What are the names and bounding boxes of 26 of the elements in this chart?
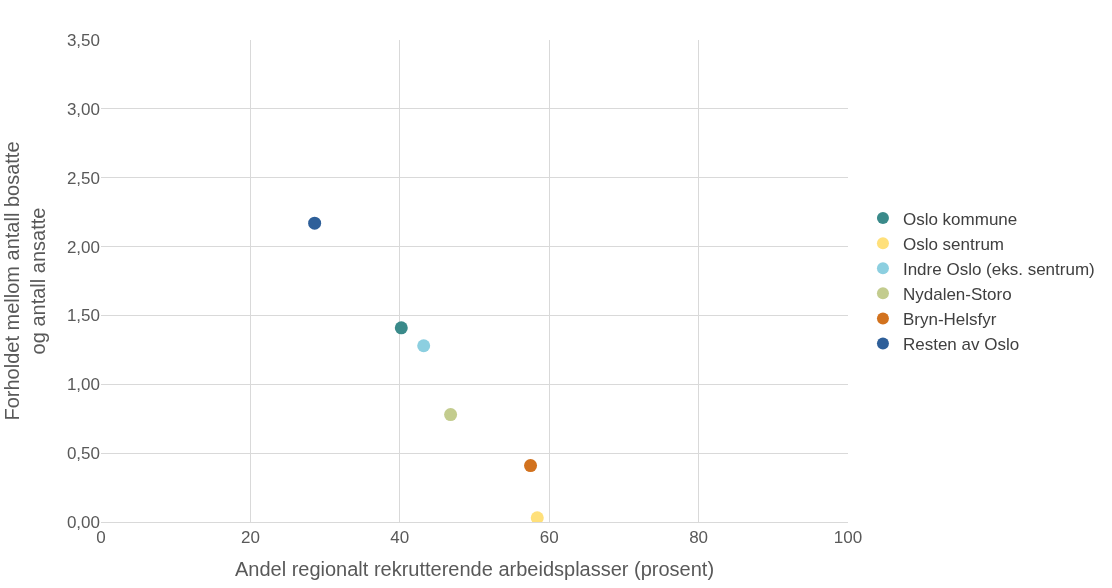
y-tick-label: 1,00 [66,375,100,395]
legend-label: Nydalen-Storo [902,284,1012,304]
y-tick-label: 0,50 [66,444,100,464]
point [308,216,322,230]
point [394,321,408,335]
legend-label: Resten av Oslo [902,335,1020,355]
y-tick-label: 2,00 [66,237,100,257]
x-tick-label: 20 [240,528,260,548]
y-axis-title: Forholdet mellom antall bosatte og antall ansatte [1,141,50,421]
x-tick-label: 80 [689,528,709,548]
x-axis-title: Andel regionalt rekrutterende arbeidsplasser (prosent) [234,557,715,580]
point [530,511,544,522]
legend-label: Oslo kommune [902,209,1018,229]
x-tick-label: 40 [390,528,410,548]
y-tick-label: 3,50 [66,30,100,50]
legend-label: Indre Oslo (eks. sentrum) [902,259,1095,279]
point [444,408,458,422]
legend-label: Bryn-Helsfyr [902,310,997,330]
y-tick-label: 1,50 [66,306,100,326]
y-tick-label: 2,50 [66,168,100,188]
x-tick-label: 60 [539,528,559,548]
point [417,339,431,353]
y-tick-label: 3,00 [66,99,100,119]
point [524,459,538,473]
x-tick-label: 100 [833,528,863,548]
legend-label: Oslo sentrum [902,234,1005,254]
